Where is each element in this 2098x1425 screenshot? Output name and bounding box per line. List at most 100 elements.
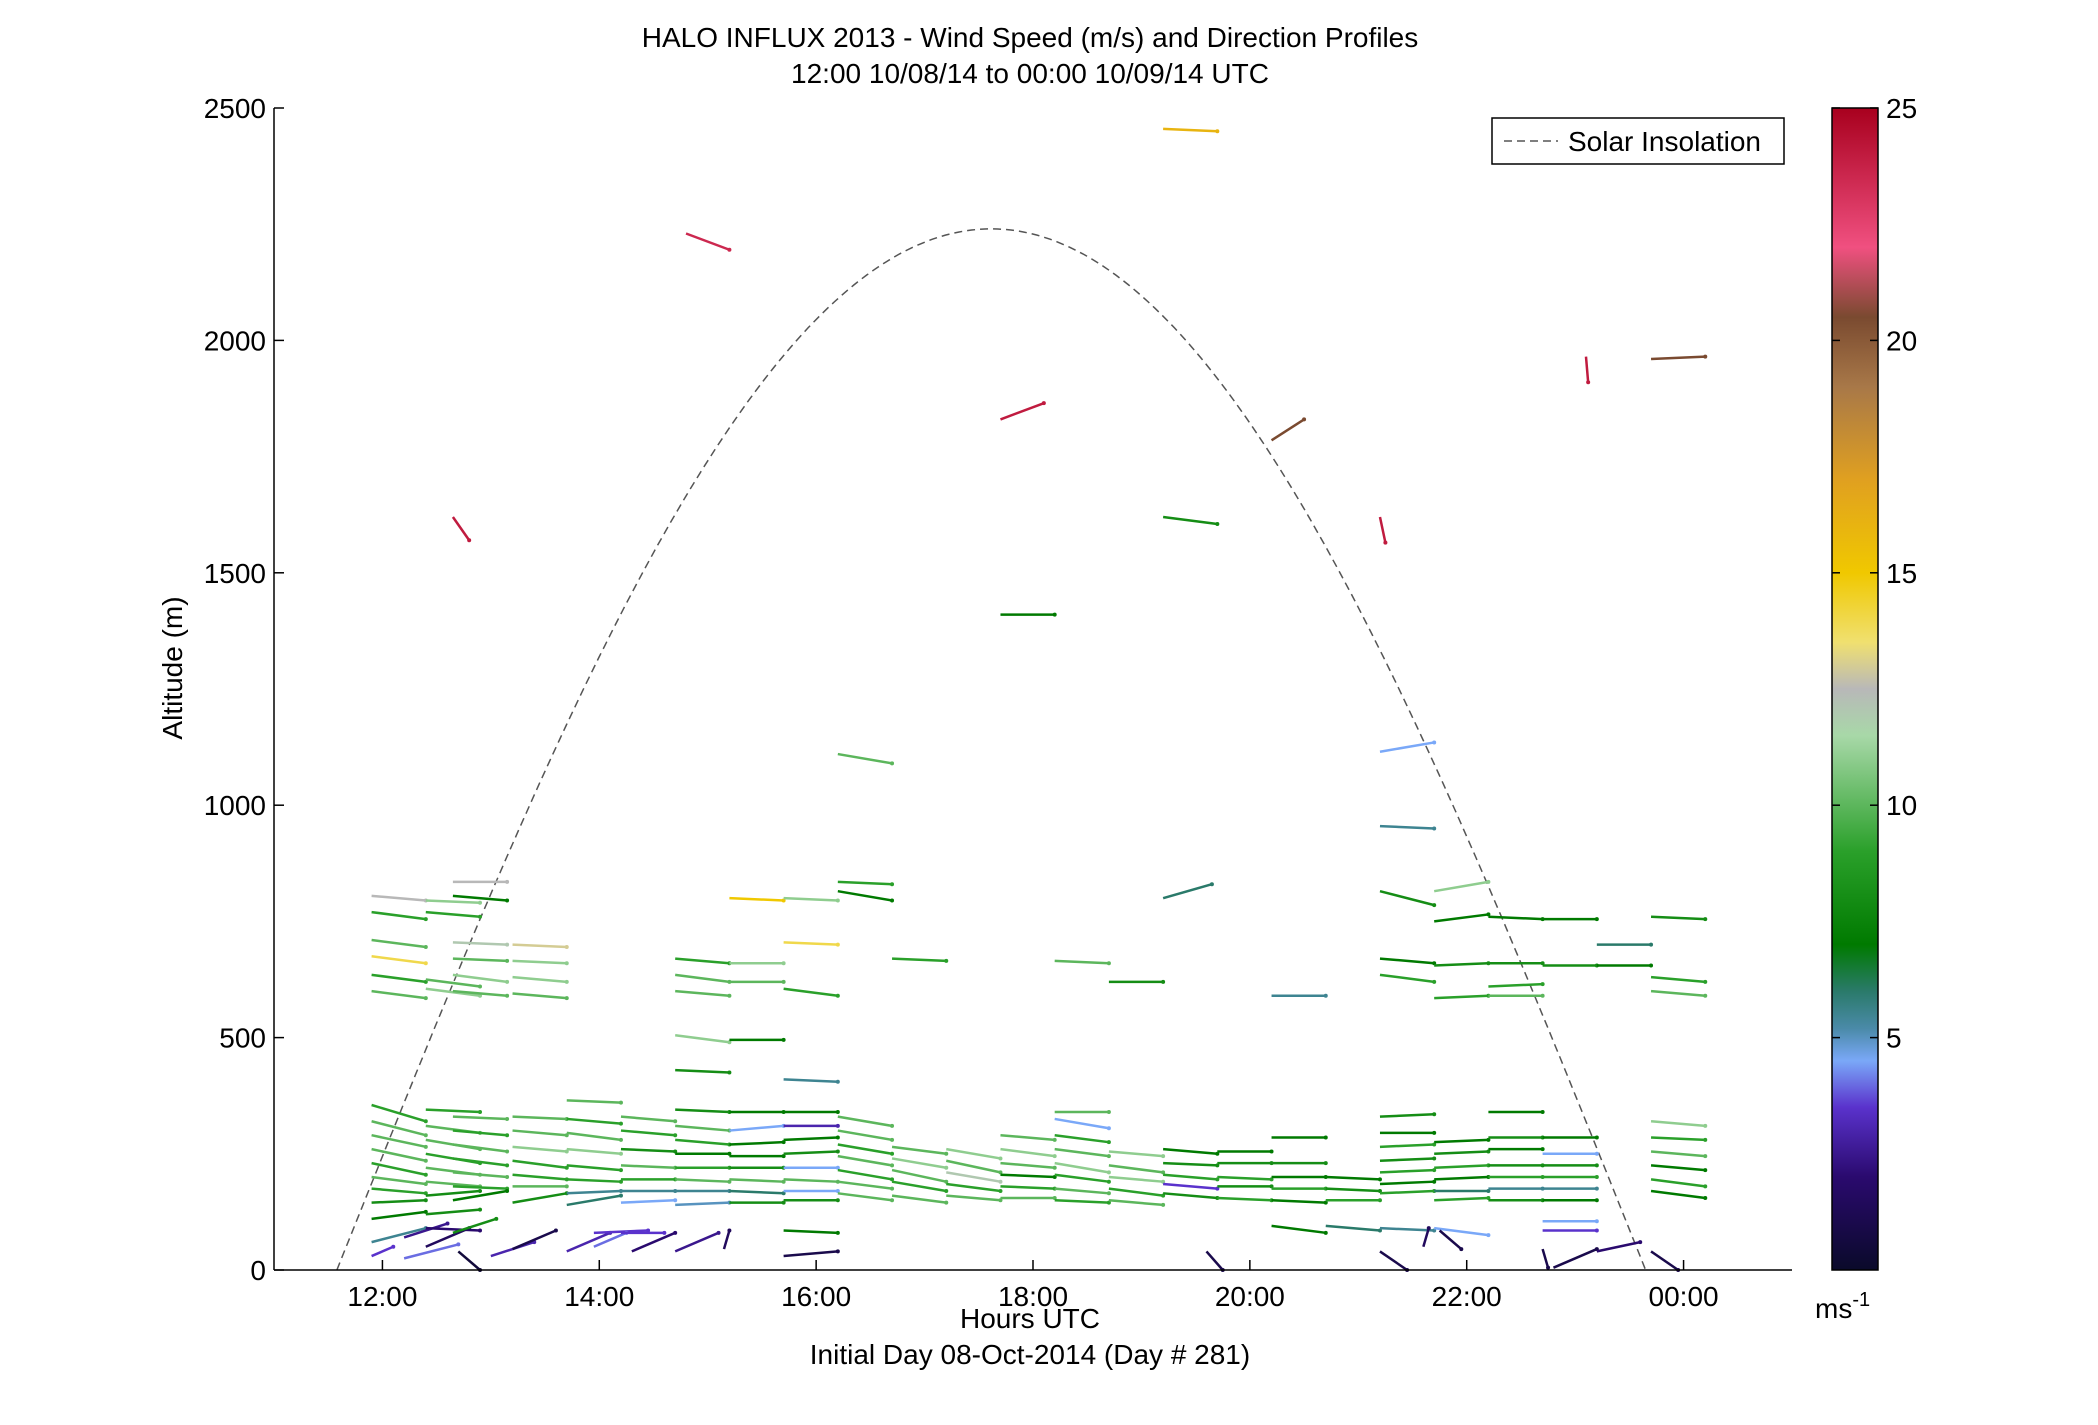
wind-vector-head <box>781 1191 786 1196</box>
wind-vector <box>1650 1178 1706 1188</box>
wind-vector-head <box>1703 1168 1708 1173</box>
legend-box <box>1491 117 1785 165</box>
wind-vector <box>371 955 426 965</box>
wind-vector <box>1163 1161 1218 1167</box>
wind-vector-head <box>1703 1195 1708 1200</box>
wind-vector-head <box>1432 1179 1437 1184</box>
y-tick-label: 500 <box>219 1023 266 1054</box>
wind-vector <box>1379 973 1435 984</box>
wind-vector <box>566 1131 622 1142</box>
wind-vector-head <box>727 993 732 998</box>
wind-vector-head <box>1432 979 1437 984</box>
wind-vector <box>837 1192 893 1202</box>
wind-vector-head <box>998 1188 1003 1193</box>
wind-vector <box>452 1157 508 1167</box>
wind-vector-head <box>890 1137 895 1142</box>
y-axis-label: Altitude (m) <box>157 596 188 739</box>
wind-vector-head <box>1215 1177 1220 1182</box>
chart-subtitle: 12:00 10/08/14 to 00:00 10/09/14 UTC <box>791 58 1269 89</box>
wind-vector <box>371 894 426 902</box>
wind-vector <box>729 1189 784 1195</box>
wind-vector-head <box>1432 961 1437 966</box>
wind-vector-head <box>1323 1161 1328 1166</box>
wind-vector <box>891 1157 947 1169</box>
wind-vector <box>452 1185 508 1190</box>
wind-vector <box>1108 1187 1164 1197</box>
wind-vector <box>675 1068 730 1074</box>
wind-vector <box>512 1173 567 1181</box>
wind-vector <box>1000 1147 1055 1158</box>
wind-vector-head <box>1540 961 1545 966</box>
wind-vector <box>1163 127 1218 133</box>
wind-vector <box>729 1178 784 1183</box>
wind-vector <box>403 1222 448 1239</box>
wind-vector <box>837 1168 893 1181</box>
colorbar-unit: ms-1 <box>1815 1289 1870 1324</box>
wind-vector-head <box>835 1165 840 1170</box>
wind-vector-head <box>1269 1177 1274 1182</box>
wind-vector-head <box>1215 1186 1220 1191</box>
wind-vector <box>1108 1199 1164 1207</box>
wind-vector-head <box>890 1198 895 1203</box>
wind-vector <box>452 1189 508 1202</box>
wind-vector <box>371 1226 427 1244</box>
wind-vector-head <box>1486 912 1491 917</box>
wind-vector <box>512 959 567 965</box>
wind-vector <box>675 1138 730 1146</box>
wind-vector-head <box>618 1179 623 1184</box>
wind-vector-head <box>1703 1137 1708 1142</box>
x-tick-label: 18:00 <box>998 1281 1068 1312</box>
wind-vector <box>566 1164 622 1172</box>
wind-vector-head <box>781 961 786 966</box>
wind-vector-head <box>890 1163 895 1168</box>
x-tick-label: 16:00 <box>781 1281 851 1312</box>
x-tick-label: 00:00 <box>1649 1281 1719 1312</box>
wind-vector-head <box>1486 1233 1491 1238</box>
wind-vector-head <box>505 1175 510 1180</box>
wind-vector-head <box>835 1149 840 1154</box>
axes: 12:00 14:00 16:00 18:00 20:00 22:00 00:00 0 500 1… <box>204 93 1792 1312</box>
wind-vector-head <box>1323 1200 1328 1205</box>
wind-vector <box>371 1120 427 1137</box>
wind-vector-head <box>1586 380 1591 385</box>
wind-vector <box>566 1147 622 1156</box>
wind-vector-head <box>1269 1184 1274 1189</box>
wind-vector <box>1379 824 1435 830</box>
wind-vector-head <box>1703 993 1708 998</box>
wind-vector-head <box>944 1200 949 1205</box>
wind-vector <box>371 1175 426 1186</box>
wind-vector-head <box>835 942 840 947</box>
wind-vector <box>620 1199 676 1204</box>
wind-vector-head <box>505 979 510 984</box>
wind-vector <box>891 1145 947 1156</box>
wind-vector-head <box>1594 1135 1599 1140</box>
wind-vector <box>425 1208 481 1216</box>
wind-vector <box>946 1147 1001 1160</box>
wind-vector-head <box>835 898 840 903</box>
wind-vector-head <box>564 944 569 949</box>
wind-vector <box>1000 401 1045 421</box>
wind-vector <box>1108 1175 1164 1183</box>
wind-vector-head <box>1486 1188 1491 1193</box>
wind-vector <box>620 1164 676 1169</box>
wind-vector <box>425 1189 481 1197</box>
wind-vector-head <box>423 1144 428 1149</box>
wind-vector <box>1054 1161 1110 1174</box>
wind-vector-head <box>944 1179 949 1184</box>
x-axis-sublabel: Initial Day 08-Oct-2014 (Day # 281) <box>810 1339 1250 1370</box>
wind-vector <box>1488 915 1543 921</box>
wind-vector-head <box>478 1188 483 1193</box>
wind-vector-head <box>673 1198 678 1203</box>
legend: Solar Insolation <box>1491 117 1785 165</box>
wind-vector <box>783 987 838 998</box>
wind-vector-head <box>781 1140 786 1145</box>
wind-vector <box>837 880 893 886</box>
wind-vector-head <box>890 1186 895 1191</box>
wind-vector <box>675 989 730 998</box>
wind-vector-head <box>1052 612 1057 617</box>
wind-vector <box>1054 1173 1110 1183</box>
wind-vector-head <box>564 996 569 1001</box>
wind-vector-head <box>423 1198 428 1203</box>
wind-vector <box>1054 1199 1109 1204</box>
wind-vector-head <box>618 1137 623 1142</box>
